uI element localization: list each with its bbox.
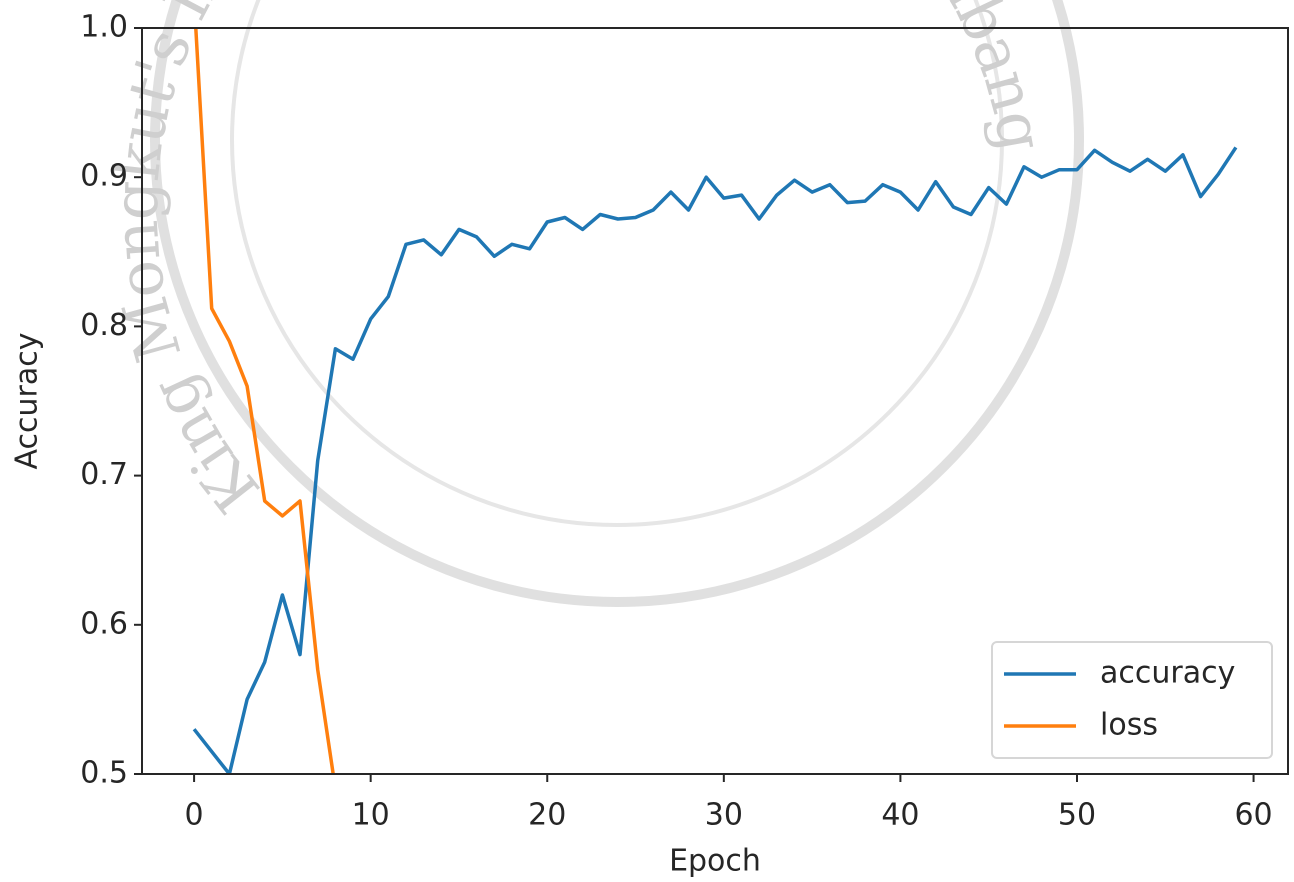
y-tick-label: 0.8: [80, 308, 128, 343]
chart: King Mongkut's Institute of Technology L…: [0, 0, 1294, 882]
x-tick-label: 10: [352, 798, 390, 833]
y-tick-label: 0.6: [80, 606, 128, 641]
y-tick-label: 1.0: [80, 10, 128, 45]
x-tick-label: 20: [528, 798, 566, 833]
y-tick-label: 0.9: [80, 159, 128, 194]
x-tick-label: 40: [881, 798, 919, 833]
legend-label: accuracy: [1100, 656, 1235, 691]
watermark-ring: [232, 0, 1002, 525]
watermark-text: King Mongkut's Institute of Technology L…: [99, 0, 1059, 526]
x-axis-label: Epoch: [669, 844, 761, 879]
legend-label: loss: [1100, 708, 1158, 743]
page: {"chart_data": {"type": "line", "waterma…: [0, 0, 1294, 882]
x-tick-label: 50: [1058, 798, 1096, 833]
y-tick-label: 0.5: [80, 756, 128, 791]
y-tick-label: 0.7: [80, 457, 128, 492]
y-axis-label: Accuracy: [10, 333, 45, 470]
x-tick-label: 60: [1234, 798, 1272, 833]
watermark: King Mongkut's Institute of Technology L…: [99, 0, 1059, 526]
x-tick-label: 30: [705, 798, 743, 833]
watermark-ring: [155, 0, 1079, 602]
x-tick-label: 0: [185, 798, 204, 833]
